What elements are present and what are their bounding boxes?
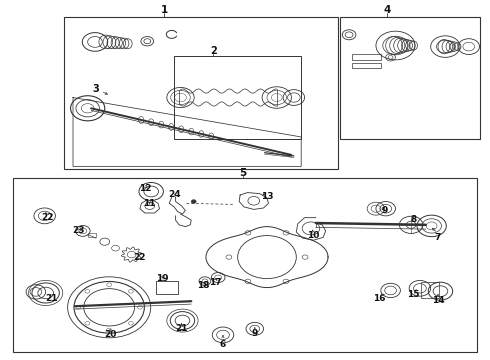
Text: 12: 12: [139, 184, 151, 193]
Text: 18: 18: [197, 281, 210, 290]
Text: 4: 4: [383, 5, 391, 15]
Text: 7: 7: [435, 233, 441, 242]
Bar: [174, 56, 301, 139]
Bar: [64, 17, 338, 169]
Text: 14: 14: [432, 296, 444, 305]
Bar: [88, 233, 96, 237]
Text: 17: 17: [209, 278, 222, 287]
Bar: [351, 54, 381, 60]
Text: 21: 21: [175, 324, 188, 333]
Text: 24: 24: [168, 190, 180, 199]
Text: 15: 15: [407, 290, 420, 299]
Circle shape: [191, 200, 196, 203]
Text: 9: 9: [381, 206, 388, 215]
Text: 16: 16: [373, 294, 386, 303]
Text: 5: 5: [239, 168, 246, 178]
Text: 8: 8: [411, 215, 416, 224]
Bar: [13, 178, 477, 352]
Text: 22: 22: [41, 213, 53, 222]
Text: 20: 20: [104, 330, 117, 339]
Text: 10: 10: [307, 231, 319, 240]
Bar: [340, 17, 480, 139]
Text: 22: 22: [134, 253, 146, 262]
Text: 21: 21: [46, 294, 58, 303]
Bar: [421, 282, 440, 298]
Bar: [351, 63, 381, 68]
Bar: [156, 281, 177, 294]
Text: 23: 23: [73, 226, 85, 235]
Text: 19: 19: [156, 274, 168, 283]
Text: 13: 13: [261, 192, 273, 201]
Text: 3: 3: [93, 84, 99, 94]
Text: 11: 11: [144, 199, 156, 208]
Text: 9: 9: [251, 329, 258, 338]
Text: 2: 2: [210, 46, 217, 56]
Text: 6: 6: [220, 340, 226, 349]
Text: 1: 1: [161, 5, 168, 15]
